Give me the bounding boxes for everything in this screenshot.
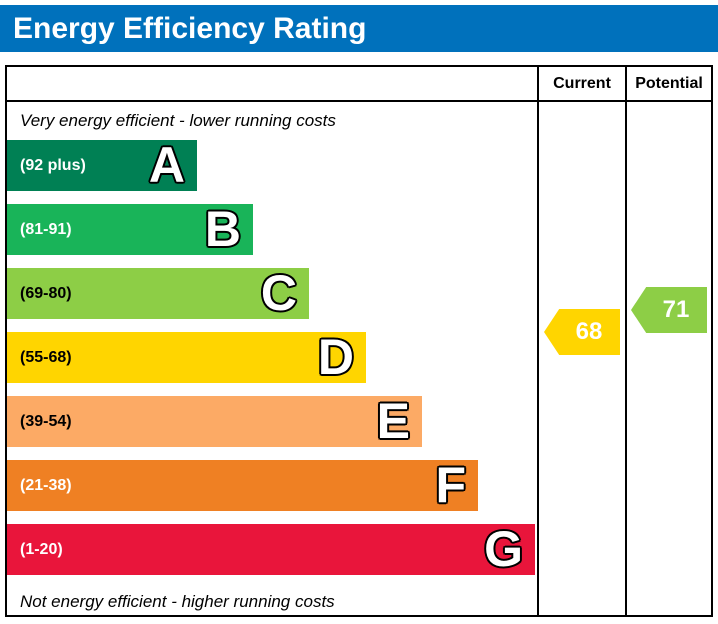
chart-body: Very energy efficient - lower running co… (7, 102, 711, 615)
band-bar-d: (55-68) D (7, 332, 366, 383)
band-range-label: (39-54) (20, 412, 72, 430)
band-bar-a: (92 plus) A (7, 140, 197, 191)
band-bar-c: (69-80) C (7, 268, 309, 319)
header-spacer (7, 67, 537, 100)
epc-chart: Current Potential Very energy efficient … (5, 65, 713, 617)
band-row-g: (1-20) G (7, 524, 537, 588)
band-bar-e: (39-54) E (7, 396, 422, 447)
band-letter: B (204, 201, 241, 257)
title-bar: Energy Efficiency Rating (0, 5, 718, 52)
band-letter: F (435, 457, 466, 513)
rating-scale-area: Very energy efficient - lower running co… (7, 102, 537, 615)
band-range-label: (81-91) (20, 220, 72, 238)
current-rating-arrow: 68 (544, 309, 620, 355)
band-bar-g: (1-20) G (7, 524, 535, 575)
top-note: Very energy efficient - lower running co… (20, 111, 336, 130)
band-letter: E (376, 393, 410, 449)
band-row-d: (55-68) D (7, 332, 537, 396)
band-bar-f: (21-38) F (7, 460, 478, 511)
band-row-c: (69-80) C (7, 268, 537, 332)
band-row-b: (81-91) B (7, 204, 537, 268)
band-letter: A (148, 137, 185, 193)
potential-column: 71 (625, 102, 711, 615)
band-row-a: (92 plus) A (7, 140, 537, 204)
band-range-label: (92 plus) (20, 156, 86, 174)
band-row-f: (21-38) F (7, 460, 537, 524)
chart-header-row: Current Potential (7, 67, 711, 102)
current-rating-value: 68 (575, 318, 603, 345)
band-letter: D (317, 329, 354, 385)
potential-rating-arrow: 71 (631, 287, 707, 333)
epc-page: { "title": "Energy Efficiency Rating", "… (0, 5, 718, 624)
bands: (92 plus) A (81-91) B (69-80) C (55-68) D (39-54… (7, 140, 537, 588)
band-letter: G (484, 521, 523, 577)
band-bar-b: (81-91) B (7, 204, 253, 255)
current-column-header: Current (537, 67, 625, 100)
current-column: 68 (537, 102, 625, 615)
band-range-label: (69-80) (20, 284, 72, 302)
band-range-label: (55-68) (20, 348, 72, 366)
bottom-note: Not energy efficient - higher running co… (20, 591, 335, 611)
band-row-e: (39-54) E (7, 396, 537, 460)
band-range-label: (21-38) (20, 476, 72, 494)
potential-rating-value: 71 (662, 296, 690, 323)
page-title: Energy Efficiency Rating (13, 11, 367, 45)
band-range-label: (1-20) (20, 540, 63, 558)
potential-column-header: Potential (625, 67, 711, 100)
band-letter: C (260, 265, 297, 321)
